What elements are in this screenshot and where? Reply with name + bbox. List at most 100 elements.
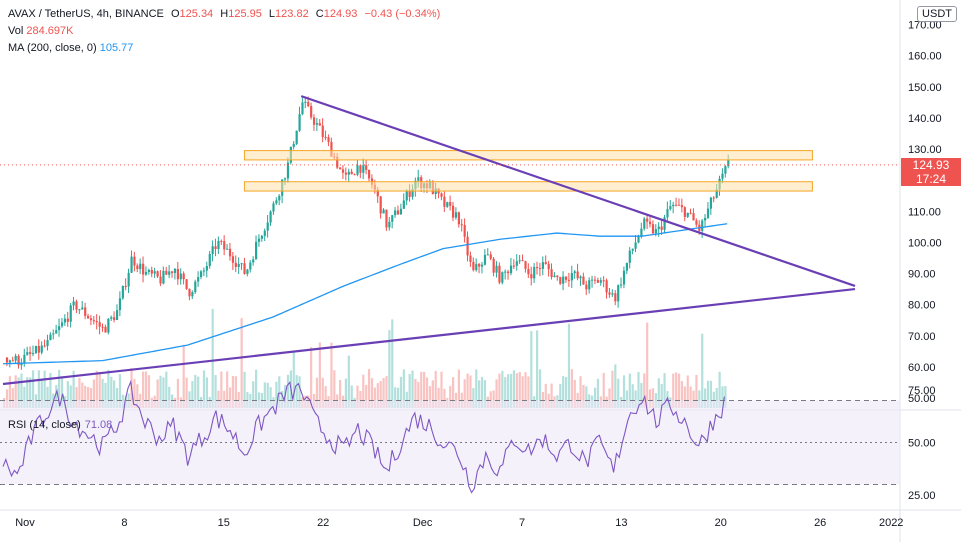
volume-bar: [95, 370, 98, 408]
volume-value: 284.697K: [26, 25, 74, 37]
candle-body: [657, 226, 660, 230]
volume-bar: [675, 372, 678, 408]
candle-body: [666, 209, 669, 218]
volume-bar: [449, 386, 452, 408]
candle-body: [217, 240, 220, 250]
volume-bar: [356, 385, 359, 408]
volume-bar: [567, 323, 571, 408]
volume-bar: [544, 383, 547, 408]
candle-body: [498, 265, 501, 283]
volume-bar: [58, 369, 61, 408]
volume-bar: [243, 371, 246, 408]
candle-body: [547, 263, 550, 270]
low-value: 123.82: [275, 8, 309, 20]
candle-body: [249, 262, 252, 270]
candle-body: [52, 333, 55, 335]
candle-body: [257, 238, 261, 242]
volume-bar: [379, 380, 382, 408]
volume-bar: [611, 370, 614, 408]
volume-bar: [425, 377, 429, 408]
candle-body: [486, 254, 489, 256]
candle-body: [553, 275, 556, 278]
volume-bar: [602, 372, 605, 408]
volume-bar: [527, 376, 530, 408]
volume-bar: [370, 378, 374, 408]
volume-bar: [298, 376, 301, 408]
volume-bar: [104, 382, 107, 408]
candle-body: [648, 221, 652, 225]
candle-body: [278, 195, 281, 201]
volume-bar: [651, 388, 655, 408]
price-axis-label: 90.00: [908, 269, 936, 281]
candle-body: [527, 268, 530, 275]
candle-body: [446, 202, 449, 207]
candle-body: [695, 220, 698, 225]
candle-body: [243, 263, 246, 274]
volume-bar: [217, 390, 220, 408]
candle-body: [567, 279, 571, 281]
volume-bar: [220, 371, 223, 408]
volume-bar: [11, 388, 14, 408]
candle-body: [301, 102, 304, 115]
candle-body: [298, 114, 301, 131]
candle-body: [411, 189, 414, 197]
volume-bar: [614, 364, 617, 408]
candle-body: [585, 284, 588, 290]
candle-body: [194, 281, 197, 293]
volume-bar: [347, 355, 350, 408]
candle-body: [26, 352, 29, 355]
currency-button[interactable]: USDT: [917, 6, 957, 22]
candle-body: [405, 191, 408, 201]
volume-bar: [640, 383, 643, 408]
volume-bar: [420, 371, 423, 408]
volume-bar: [263, 382, 266, 408]
candle-body: [179, 273, 182, 280]
candle-body: [304, 101, 307, 103]
candle-body: [530, 274, 533, 279]
volume-bar: [518, 372, 521, 408]
volume-bar: [78, 378, 81, 408]
volume-bar: [657, 378, 660, 408]
candle-body: [637, 236, 640, 243]
volume-bar: [339, 379, 342, 408]
candle-body: [275, 200, 278, 204]
candle-body: [107, 318, 110, 333]
volume-bar: [724, 386, 727, 408]
candle-body: [101, 326, 104, 328]
volume-bar: [162, 377, 165, 408]
volume-bar: [223, 390, 226, 408]
candle-body: [191, 292, 194, 297]
time-axis-label: 2022: [879, 517, 903, 529]
candle-body: [480, 264, 484, 267]
volume-bar: [709, 380, 713, 408]
candle-body: [402, 200, 405, 209]
candle-body: [614, 293, 617, 302]
time-axis-label: 8: [121, 517, 127, 529]
volume-bar: [692, 390, 695, 408]
candle-body: [724, 166, 727, 174]
candle-body: [640, 228, 643, 237]
volume-bar: [295, 375, 298, 408]
volume-bar: [573, 379, 576, 408]
volume-bar: [194, 374, 197, 408]
rsi-axis-label: 50.00: [908, 438, 936, 450]
volume-bar: [330, 342, 333, 408]
candle-body: [272, 203, 275, 212]
volume-bar: [333, 370, 336, 408]
candle-body: [168, 271, 171, 275]
candle-body: [588, 280, 591, 290]
volume-bar: [434, 371, 437, 408]
candle-body: [60, 322, 64, 327]
volume-bar: [452, 377, 455, 408]
candle-body: [509, 265, 513, 274]
candle-body: [365, 165, 368, 170]
candle-body: [347, 171, 350, 175]
volume-bar: [5, 389, 9, 408]
volume-bar: [118, 374, 122, 408]
candle-body: [394, 210, 397, 216]
candle-body: [266, 222, 269, 231]
volume-bar: [411, 370, 414, 408]
ma-value: 105.77: [99, 42, 134, 54]
candle-body: [396, 210, 400, 215]
